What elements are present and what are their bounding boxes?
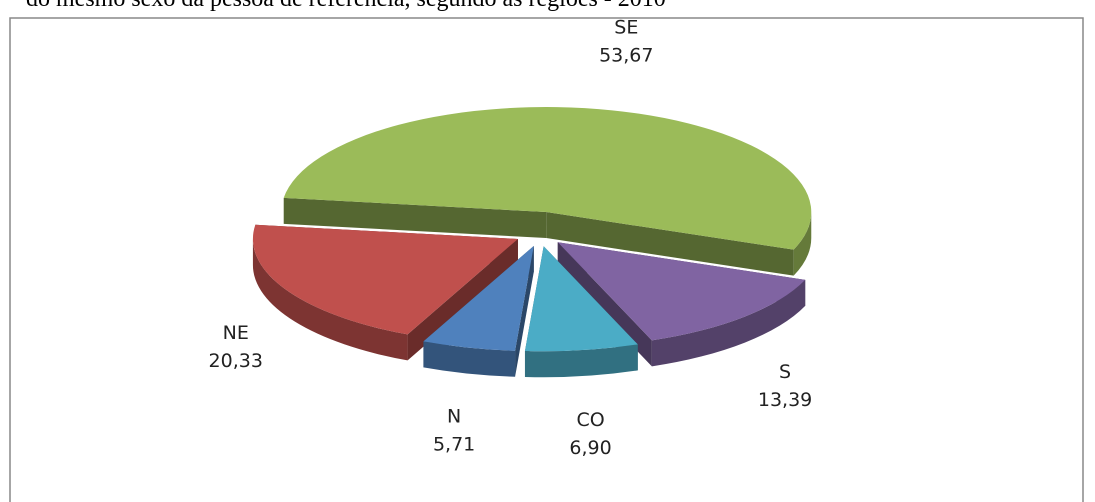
slice-value-label: 13,39: [758, 389, 812, 411]
slice: [557, 242, 806, 367]
slice-label: N: [447, 406, 461, 428]
slice-top: [283, 107, 812, 250]
slice: [283, 107, 812, 276]
chart-border: [9, 17, 1084, 502]
slice-wall: [524, 344, 638, 378]
slice-label: NE: [223, 322, 249, 344]
slice: [423, 245, 534, 377]
slice-value-label: 53,67: [599, 44, 653, 66]
slice-top: [423, 245, 534, 351]
slice-value-label: 6,90: [569, 437, 611, 459]
chart-title: do mesmo sexo da pessoa de referência, s…: [26, 0, 666, 12]
slice-side: [283, 197, 547, 239]
slice-wall: [651, 279, 806, 367]
slice-wall: [423, 341, 516, 377]
slice-top: [524, 246, 638, 352]
slice-side: [407, 238, 518, 361]
slice-label: CO: [576, 409, 604, 431]
slice-side: [546, 212, 794, 276]
slice-top: [252, 224, 518, 335]
slice: [524, 246, 638, 378]
slice-value-label: 5,71: [433, 434, 475, 456]
slice-wall: [252, 238, 408, 361]
slice-value-label: 20,33: [209, 350, 263, 372]
slice: [252, 224, 518, 361]
slice-wall: [793, 212, 812, 276]
slice-label: S: [779, 361, 791, 383]
slice-label: SE: [614, 16, 638, 38]
slice-side: [515, 245, 534, 377]
slice-top: [557, 242, 806, 341]
